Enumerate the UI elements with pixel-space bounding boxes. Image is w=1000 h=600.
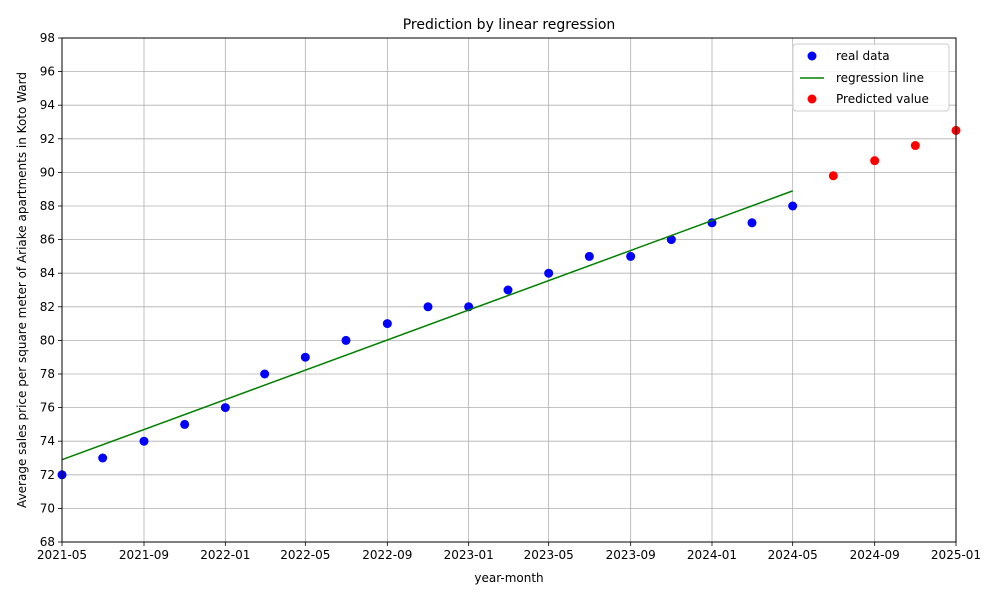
real-data-point xyxy=(544,268,554,278)
real-data-point xyxy=(503,285,513,295)
y-tick-label: 76 xyxy=(40,401,55,415)
x-axis-ticks: 2021-05 2021-09 2022-01 2022-05 2022-09 2023-… xyxy=(37,542,981,562)
y-tick-label: 92 xyxy=(40,132,55,146)
real-data-point xyxy=(180,419,190,429)
real-data-point xyxy=(341,335,351,345)
y-tick-label: 82 xyxy=(40,300,55,314)
y-tick-label: 72 xyxy=(40,468,55,482)
x-axis-title: year-month xyxy=(474,571,543,585)
y-tick-label: 74 xyxy=(40,434,55,448)
y-tick-label: 68 xyxy=(40,535,55,549)
x-tick-label: 2022-01 xyxy=(200,548,250,562)
real-data-point xyxy=(139,436,149,446)
legend-label-regression-line: regression line xyxy=(836,71,924,85)
y-axis-ticks: 68 70 72 74 76 78 80 82 84 86 88 90 92 94 96 98 xyxy=(40,31,62,549)
real-data-point xyxy=(98,453,108,463)
y-tick-label: 70 xyxy=(40,501,55,515)
y-axis-title: Average sales price per square meter of … xyxy=(15,72,29,508)
real-data-point xyxy=(707,218,717,228)
real-data-point xyxy=(584,251,594,261)
legend-marker-real-data xyxy=(807,51,817,61)
x-tick-label: 2021-09 xyxy=(119,548,169,562)
real-data-point xyxy=(626,251,636,261)
x-tick-label: 2023-09 xyxy=(606,548,656,562)
x-tick-label: 2021-05 xyxy=(37,548,87,562)
y-tick-label: 98 xyxy=(40,31,55,45)
legend-box xyxy=(792,43,950,112)
y-tick-label: 86 xyxy=(40,233,55,247)
chart-marks xyxy=(57,125,961,480)
y-tick-label: 94 xyxy=(40,98,55,112)
x-tick-label: 2024-09 xyxy=(850,548,900,562)
legend: real data regression line Predicted valu… xyxy=(792,43,950,112)
y-tick-label: 90 xyxy=(40,165,55,179)
real-data-point xyxy=(747,218,757,228)
x-tick-label: 2024-05 xyxy=(768,548,818,562)
legend-marker-predicted-value xyxy=(807,94,817,104)
plot-frame xyxy=(61,37,957,543)
y-tick-label: 84 xyxy=(40,266,55,280)
real-data-point xyxy=(423,302,433,312)
real-data-point xyxy=(260,369,270,379)
x-tick-label: 2023-01 xyxy=(444,548,494,562)
y-tick-label: 78 xyxy=(40,367,55,381)
regression-line-line xyxy=(61,190,793,461)
x-tick-label: 2022-05 xyxy=(280,548,330,562)
chart-title: Prediction by linear regression xyxy=(403,17,616,33)
real-data-point xyxy=(788,201,798,211)
grid xyxy=(61,37,957,543)
legend-label-predicted-value: Predicted value xyxy=(836,92,929,106)
x-tick-label: 2024-01 xyxy=(687,548,737,562)
real-data-point xyxy=(300,352,310,362)
x-tick-label: 2025-01 xyxy=(931,548,981,562)
x-tick-label: 2023-05 xyxy=(524,548,574,562)
real-data-point xyxy=(666,235,676,245)
real-data-point xyxy=(382,319,392,329)
y-tick-label: 96 xyxy=(40,65,55,79)
predicted-value-point xyxy=(828,171,838,181)
predicted-value-point xyxy=(870,156,880,166)
x-tick-label: 2022-09 xyxy=(362,548,412,562)
predicted-value-point xyxy=(910,141,920,151)
real-data-point xyxy=(220,403,230,413)
y-tick-label: 88 xyxy=(40,199,55,213)
y-tick-label: 80 xyxy=(40,333,55,347)
legend-label-real-data: real data xyxy=(836,49,890,63)
